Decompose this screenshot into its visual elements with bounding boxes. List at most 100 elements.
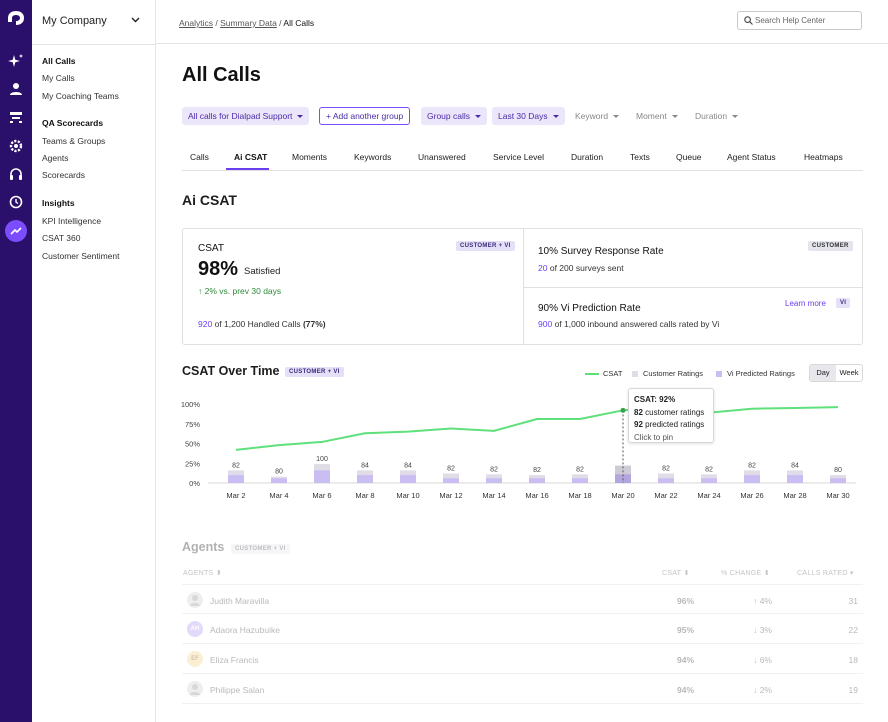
chart-tooltip[interactable]: CSAT: 92% 82 customer ratings 92 predict… (628, 388, 714, 443)
legend-csat[interactable]: CSAT (585, 369, 622, 378)
y-tick-label: 0% (189, 479, 200, 488)
legend-customer-ratings[interactable]: Customer Ratings (632, 369, 703, 378)
tooltip-customer-ratings: 82 customer ratings (634, 407, 705, 417)
x-tick-label: Mar 24 (697, 491, 720, 500)
help-search[interactable] (737, 11, 862, 30)
y-tick-label: 25% (185, 459, 200, 468)
bar-vi-predicted (572, 478, 588, 483)
toggle-week[interactable]: Week (839, 368, 859, 377)
sidebar-item-csat-360[interactable]: CSAT 360 (42, 233, 81, 243)
headset-icon[interactable] (8, 166, 24, 182)
prediction-source-badge: VI (836, 298, 851, 308)
sidebar-item-teams-groups[interactable]: Teams & Groups (42, 136, 106, 146)
tab-ai-csat[interactable]: Ai CSAT (234, 152, 268, 162)
tooltip-hint: Click to pin (634, 432, 674, 442)
column-header-csat[interactable]: CSAT ⬍ (662, 570, 690, 577)
prediction-count: 900 of 1,000 inbound answered calls rate… (538, 319, 720, 329)
tab-texts[interactable]: Texts (630, 152, 650, 162)
toggle-day[interactable]: Day (810, 365, 836, 381)
x-tick-label: Mar 20 (611, 491, 634, 500)
x-tick-label: Mar 16 (525, 491, 548, 500)
sparkle-icon[interactable] (8, 53, 24, 69)
history-icon[interactable] (8, 194, 24, 210)
tab-duration[interactable]: Duration (571, 152, 604, 162)
moment-filter[interactable]: Moment (636, 107, 678, 125)
tab-service-level[interactable]: Service Level (493, 152, 545, 162)
y-tick-label: 75% (185, 420, 200, 429)
sidebar-item-kpi-intelligence[interactable]: KPI Intelligence (42, 216, 102, 226)
learn-more-link[interactable]: Learn more (785, 299, 826, 308)
csat-value-suffix: Satisfied (244, 266, 281, 277)
tab-keywords[interactable]: Keywords (354, 152, 392, 162)
sidebar-divider (32, 44, 156, 45)
agent-calls-rated: 31 (848, 596, 858, 606)
tooltip-predicted-ratings: 92 predicted ratings (634, 420, 705, 429)
csat-source-badge: CUSTOMER + VI (456, 241, 515, 251)
breadcrumb-summary-data[interactable]: Summary Data (220, 18, 277, 28)
agent-name[interactable]: Adaora Hazubuike (210, 625, 280, 635)
tab-agent-status[interactable]: Agent Status (727, 152, 776, 162)
section-title: Ai CSAT (182, 192, 237, 208)
sidebar-item-all-calls[interactable]: All Calls (42, 56, 76, 66)
chart-source-badge: CUSTOMER + VI (285, 367, 344, 377)
bar-data-label: 82 (533, 467, 541, 474)
add-group-button[interactable]: + Add another group (319, 107, 411, 125)
column-header-agents[interactable]: AGENTS ⬍ (183, 570, 223, 577)
chevron-down-icon[interactable] (131, 17, 140, 23)
company-switcher[interactable]: My Company (42, 15, 107, 27)
contact-center-icon[interactable] (8, 109, 24, 125)
dialpad-logo-icon[interactable] (6, 10, 26, 26)
x-tick-label: Mar 8 (355, 491, 374, 500)
tab-moments[interactable]: Moments (292, 152, 327, 162)
breadcrumb: Analytics / Summary Data / All Calls (179, 18, 315, 28)
group-calls-dropdown[interactable]: Group calls (421, 107, 487, 125)
agent-name[interactable]: Philippe Salan (210, 685, 265, 695)
bar-data-label: 84 (404, 462, 412, 469)
legend-predicted-swatch (716, 371, 722, 378)
tab-queue[interactable]: Queue (676, 152, 702, 162)
x-tick-label: Mar 4 (269, 491, 288, 500)
breadcrumb-analytics[interactable]: Analytics (179, 18, 214, 28)
bar-vi-predicted (314, 470, 330, 483)
bar-vi-predicted (701, 478, 717, 483)
agent-name[interactable]: Eliza Francis (210, 655, 259, 665)
bar-vi-predicted (529, 478, 545, 483)
agent-name[interactable]: Judith Maravilla (210, 596, 270, 606)
bar-data-label: 84 (791, 462, 799, 469)
bar-data-label: 82 (576, 466, 584, 473)
x-tick-label: Mar 6 (312, 491, 331, 500)
legend-vi-predicted[interactable]: Vi Predicted Ratings (716, 369, 795, 378)
x-tick-label: Mar 2 (226, 491, 245, 500)
page-title: All Calls (182, 64, 261, 86)
sidebar-item-my-calls[interactable]: My Calls (42, 73, 75, 83)
bar-data-label: 82 (232, 462, 240, 469)
sidebar-item-customer-sentiment[interactable]: Customer Sentiment (42, 251, 120, 261)
search-input[interactable] (755, 14, 859, 27)
sidebar-item-my-coaching-teams[interactable]: My Coaching Teams (42, 91, 119, 101)
sidebar-item-agents[interactable]: Agents (42, 153, 69, 163)
group-filter-dropdown[interactable]: All calls for Dialpad Support (182, 107, 310, 125)
tab-calls[interactable]: Calls (190, 152, 209, 162)
breadcrumb-current: All Calls (283, 18, 315, 28)
analytics-icon[interactable] (5, 220, 27, 242)
sidebar-item-scorecards[interactable]: Scorecards (42, 170, 85, 180)
date-range-dropdown[interactable]: Last 30 Days (492, 107, 565, 125)
agent-change: ↓ 2% (753, 685, 772, 695)
tab-heatmaps[interactable]: Heatmaps (804, 152, 843, 162)
bar-vi-predicted (271, 478, 287, 483)
tabs-divider (182, 170, 863, 171)
dropdown-arrow-icon (475, 115, 481, 119)
sort-icon: ⬍ (683, 570, 690, 577)
survey-rate-label: 10% Survey Response Rate (538, 246, 664, 257)
column-header-calls-rated[interactable]: CALLS RATED ▾ (797, 570, 854, 577)
tab-unanswered[interactable]: Unanswered (418, 152, 466, 162)
agent-change: ↓ 3% (753, 625, 772, 635)
column-header-change[interactable]: % CHANGE ⬍ (721, 570, 770, 577)
chart-title: CSAT Over Time (182, 364, 280, 378)
x-tick-label: Mar 28 (783, 491, 806, 500)
person-icon[interactable] (8, 81, 24, 97)
duration-filter[interactable]: Duration (695, 107, 739, 125)
keyword-filter[interactable]: Keyword (575, 107, 620, 125)
icon-rail (0, 0, 32, 722)
gear-icon[interactable] (8, 138, 24, 154)
